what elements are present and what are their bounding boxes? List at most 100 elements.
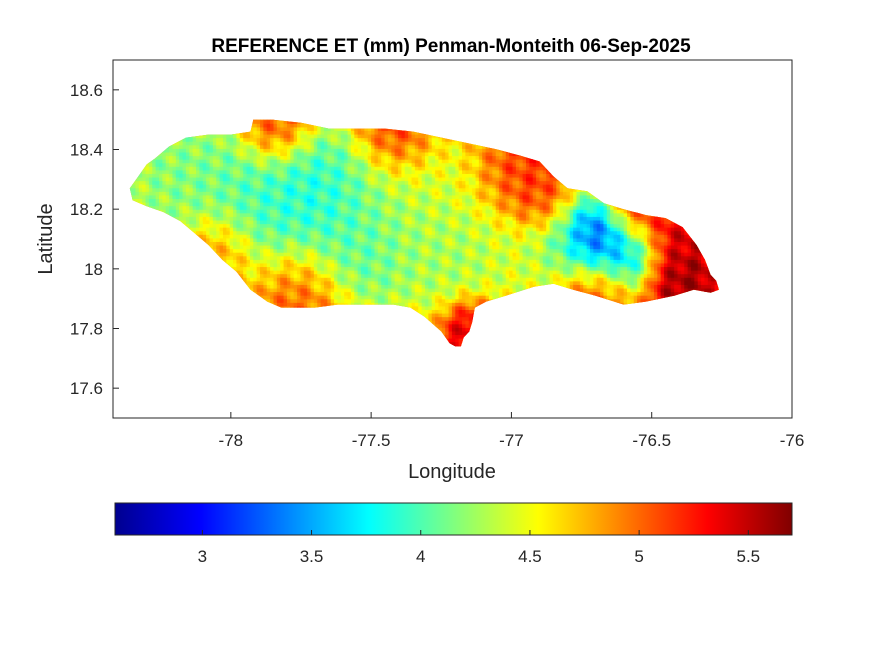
et-field-cell (266, 162, 271, 167)
et-field-cell (340, 295, 345, 300)
et-field-cell (276, 223, 281, 228)
et-field-cell (290, 184, 295, 189)
et-field-cell (280, 295, 285, 300)
et-field-cell (320, 266, 325, 271)
et-field-cell (273, 209, 278, 214)
et-field-cell (303, 130, 308, 135)
et-field-cell (286, 298, 291, 303)
et-field-cell (216, 202, 221, 207)
et-field-cell (148, 173, 153, 178)
et-field-cell (303, 173, 308, 178)
et-field-cell (340, 166, 345, 171)
et-field-cell (222, 223, 227, 228)
et-field-cell (219, 184, 224, 189)
et-field-cell (300, 287, 305, 293)
et-field-cell (266, 202, 271, 207)
et-field-cell (260, 184, 264, 189)
et-field-cell (266, 255, 271, 260)
et-field-cell (334, 248, 339, 253)
et-field-cell (172, 202, 177, 207)
et-field-cell (327, 223, 332, 228)
et-field-cell (226, 173, 231, 178)
et-field-cell (209, 176, 214, 182)
et-field-cell (307, 270, 312, 275)
et-field-cell (337, 230, 342, 235)
et-field-cell (344, 126, 349, 132)
et-field-cell (361, 191, 365, 196)
et-field-cell (266, 180, 271, 185)
et-field-cell (344, 191, 349, 196)
et-field-cell (216, 133, 221, 139)
et-field-cell (330, 298, 335, 303)
et-field-cell (310, 166, 315, 171)
et-field-cell (337, 148, 342, 153)
et-field-cell (276, 270, 281, 275)
et-field-cell (300, 144, 305, 149)
et-field-cell (270, 155, 275, 160)
et-field-cell (199, 169, 204, 174)
et-field-cell (340, 244, 345, 250)
et-field-cell (239, 144, 244, 149)
et-field-cell (189, 141, 194, 146)
et-field-cell (152, 159, 157, 164)
et-field-cell (280, 137, 285, 142)
et-field-cell (212, 162, 217, 167)
et-field-cell (169, 187, 174, 192)
et-field-cell (283, 241, 288, 246)
et-field-cell (300, 133, 305, 139)
et-field-cell (327, 255, 332, 260)
et-field-cell (249, 287, 254, 293)
et-field-cell (226, 155, 231, 160)
et-field-cell (152, 191, 157, 196)
et-field-cell (270, 119, 275, 121)
et-field-cell (357, 194, 362, 200)
et-field-cell (226, 151, 231, 157)
et-field-cell (266, 252, 271, 257)
et-field-cell (249, 191, 254, 196)
et-field-cell (236, 133, 241, 139)
et-field-cell (256, 176, 261, 182)
et-field-cell (273, 176, 278, 182)
et-field-cell (320, 237, 325, 242)
et-field-cell (344, 298, 349, 303)
et-field-cell (307, 227, 312, 232)
et-field-cell (256, 205, 261, 210)
et-field-cell (219, 241, 224, 246)
et-field-cell (142, 198, 147, 203)
et-field-cell (219, 237, 224, 242)
et-field-cell (283, 248, 288, 253)
et-field-cell (229, 202, 234, 207)
et-field-cell (310, 259, 315, 264)
et-field-cell (222, 180, 227, 185)
et-field-cell (236, 191, 241, 196)
et-field-cell (344, 277, 349, 282)
et-field-cell (199, 173, 204, 178)
et-field-cell (317, 219, 322, 225)
et-field-cell (260, 295, 264, 300)
et-field-cell (344, 202, 349, 207)
et-field-cell (297, 219, 302, 225)
et-field-cell (196, 230, 201, 235)
et-field-cell (175, 187, 180, 192)
et-field-cell (286, 237, 291, 242)
et-field-cell (340, 202, 345, 207)
et-field-cell (226, 205, 231, 210)
et-field-cell (216, 151, 221, 157)
et-field-cell (236, 144, 241, 149)
et-field-cell (364, 194, 369, 200)
et-field-cell (175, 162, 180, 167)
et-field-cell (283, 262, 288, 268)
et-field-cell (145, 198, 150, 203)
et-field-cell (344, 144, 349, 149)
et-field-cell (303, 259, 308, 264)
et-field-cell (249, 176, 254, 182)
et-field-cell (229, 148, 234, 153)
et-field-cell (266, 169, 271, 174)
et-field-cell (256, 137, 261, 142)
et-field-cell (169, 148, 174, 153)
et-field-cell (334, 187, 339, 192)
et-field-cell (347, 144, 352, 149)
et-field-cell (344, 255, 349, 260)
et-field-cell (202, 144, 207, 149)
et-field-cell (222, 166, 227, 171)
